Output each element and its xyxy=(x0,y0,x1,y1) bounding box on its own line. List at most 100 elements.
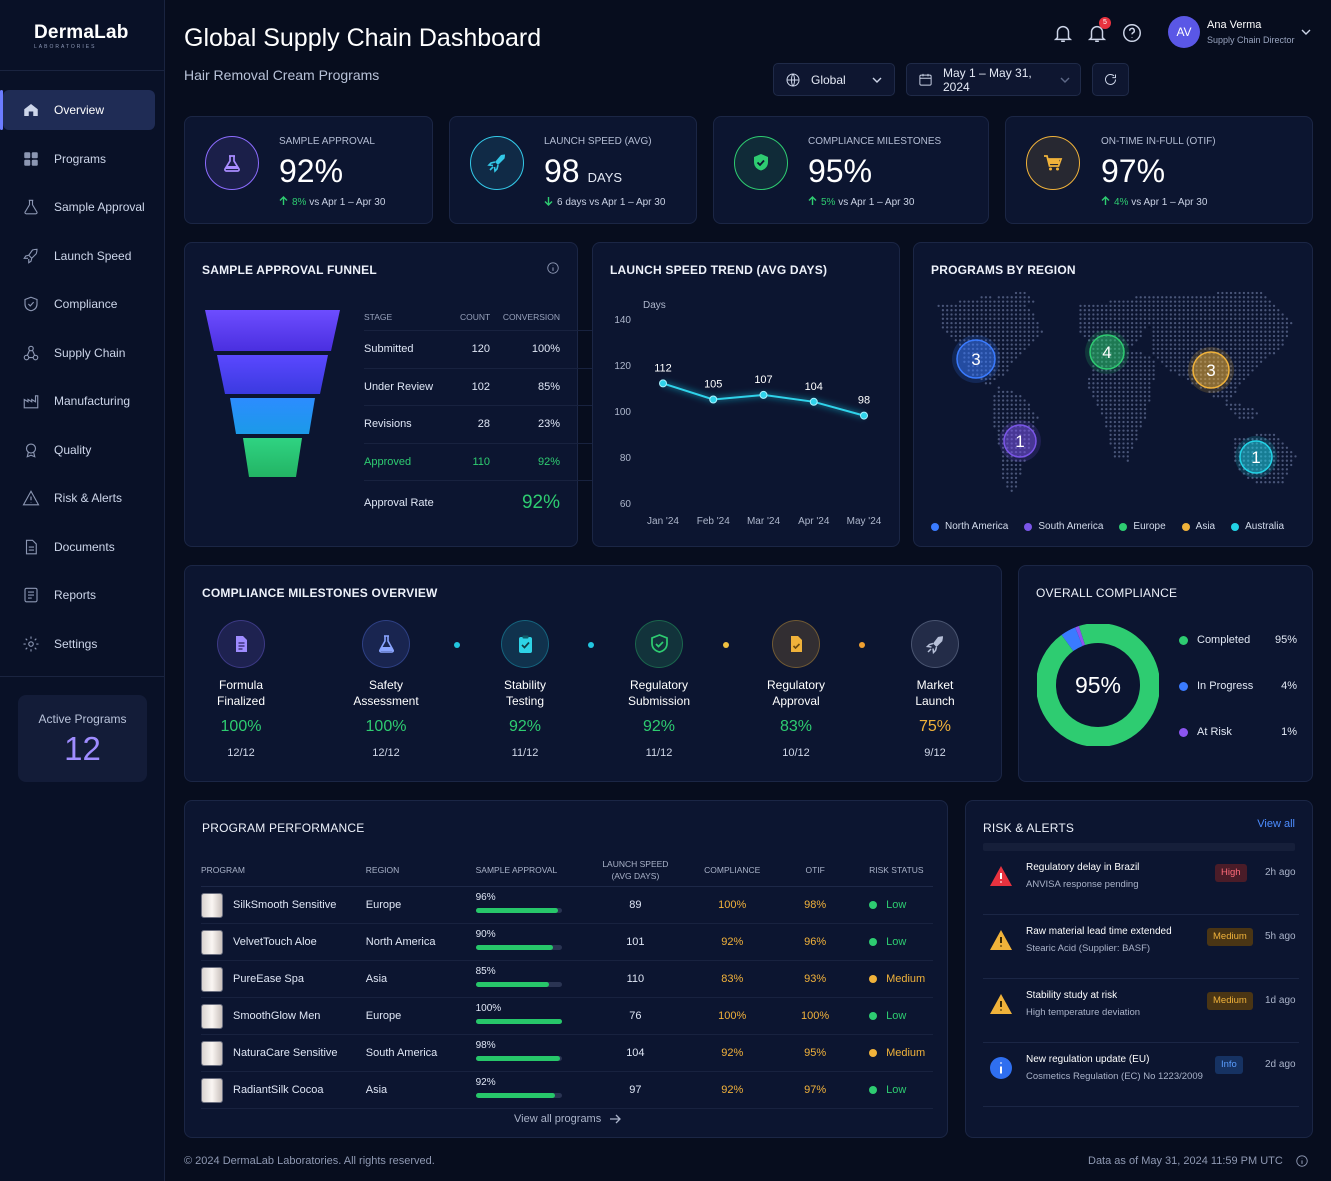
map-dot xyxy=(993,416,996,419)
map-dot xyxy=(1014,463,1018,467)
info-icon[interactable] xyxy=(546,261,560,275)
map-dot xyxy=(1113,347,1117,351)
milestone-icon-ring xyxy=(362,620,410,668)
map-dot xyxy=(1001,463,1005,467)
map-dot xyxy=(1234,309,1237,312)
alert-item[interactable]: Regulatory delay in Brazil ANVISA respons… xyxy=(983,851,1299,915)
sidebar-item-manufacturing[interactable]: Manufacturing xyxy=(0,381,165,421)
alert-item[interactable]: New regulation update (EU) Cosmetics Regu… xyxy=(983,1043,1299,1107)
view-all-programs-link[interactable]: View all programs xyxy=(514,1113,622,1125)
map-dot xyxy=(1281,459,1284,462)
bell-icon[interactable] xyxy=(1052,22,1074,44)
info-icon[interactable] xyxy=(1295,1154,1309,1168)
map-dot xyxy=(967,300,970,303)
sidebar-item-sample-approval[interactable]: Sample Approval xyxy=(0,187,165,227)
map-dot xyxy=(1272,472,1276,475)
table-row[interactable]: SmoothGlow Men Europe 100% 76 100% 100% Low xyxy=(201,998,933,1035)
arrow-up-icon xyxy=(1101,196,1110,205)
map-dot xyxy=(1255,455,1258,458)
sidebar-item-quality[interactable]: Quality xyxy=(0,430,165,470)
region-marker[interactable] xyxy=(1239,440,1273,474)
sidebar-item-label: Manufacturing xyxy=(54,394,131,408)
milestone-name: Market Launch xyxy=(880,677,990,709)
map-dot xyxy=(1277,343,1280,346)
map-dot xyxy=(1122,360,1125,363)
map-dot xyxy=(1130,386,1134,389)
sidebar-item-reports[interactable]: Reports xyxy=(0,575,165,615)
map-dot xyxy=(1251,360,1254,363)
map-dot xyxy=(997,420,1000,424)
alert-item[interactable]: Raw material lead time extended Stearic A… xyxy=(983,915,1299,979)
help-icon[interactable] xyxy=(1121,22,1143,44)
map-dot xyxy=(1251,317,1254,320)
chevron-down-icon[interactable] xyxy=(1301,27,1311,37)
map-dot xyxy=(1083,309,1086,312)
program-name: NaturaCare Sensitive xyxy=(233,1047,338,1059)
map-dot xyxy=(1122,313,1125,316)
map-dot xyxy=(1247,373,1250,376)
map-dot xyxy=(1109,313,1112,316)
region-select[interactable]: Global xyxy=(773,63,895,96)
sidebar-item-risk-alerts[interactable]: Risk & Alerts xyxy=(0,478,165,518)
severity-badge: Medium xyxy=(1207,992,1253,1010)
map-dot xyxy=(1135,390,1138,394)
date-range-select[interactable]: May 1 – May 31, 2024 xyxy=(906,63,1081,96)
map-dot xyxy=(1083,326,1086,329)
map-dot xyxy=(1229,386,1233,389)
map-dot xyxy=(1096,390,1099,394)
map-dot xyxy=(1109,373,1112,376)
avatar[interactable]: AV xyxy=(1168,16,1200,48)
sidebar-item-launch-speed[interactable]: Launch Speed xyxy=(0,236,165,276)
table-row[interactable]: NaturaCare Sensitive South America 98% 104 9… xyxy=(201,1035,933,1072)
map-dot xyxy=(958,330,962,333)
funnel-conversion: 92% xyxy=(537,455,560,468)
kpi-delta-text: vs Apr 1 – Apr 30 xyxy=(589,197,666,208)
map-dot xyxy=(1006,420,1009,424)
map-dot xyxy=(1264,300,1267,303)
map-dot xyxy=(1225,356,1228,359)
risk-alerts-card: RISK & ALERTS View all Regulatory delay … xyxy=(965,800,1313,1138)
map-dot xyxy=(1023,343,1026,346)
view-all-alerts-link[interactable]: View all xyxy=(1257,818,1295,830)
map-dot xyxy=(1173,360,1177,363)
sidebar-item-documents[interactable]: Documents xyxy=(0,527,165,567)
region-marker[interactable] xyxy=(956,339,996,379)
map-dot xyxy=(1100,373,1104,376)
legend-label: Asia xyxy=(1195,521,1216,532)
sidebar-item-settings[interactable]: Settings xyxy=(0,624,165,664)
refresh-button[interactable] xyxy=(1092,63,1129,96)
map-dot xyxy=(1208,326,1211,329)
region-marker[interactable] xyxy=(1192,351,1230,389)
map-dot xyxy=(1118,373,1121,376)
program-name: RadiantSilk Cocoa xyxy=(233,1084,324,1096)
alert-item[interactable]: Stability study at risk High temperature … xyxy=(983,979,1299,1043)
map-dot xyxy=(963,304,966,308)
map-dot xyxy=(1178,356,1181,359)
card-title: PROGRAM PERFORMANCE xyxy=(202,821,365,835)
map-dot xyxy=(1105,321,1108,325)
region-marker[interactable] xyxy=(1003,424,1037,458)
map-dot xyxy=(1272,442,1276,445)
alert-subtitle: Stearic Acid (Supplier: BASF) xyxy=(1026,943,1151,954)
sidebar-item-supply-chain[interactable]: Supply Chain xyxy=(0,333,165,373)
region-marker[interactable] xyxy=(1089,334,1125,370)
map-dot xyxy=(1191,313,1194,316)
kpi-delta: 8% vs Apr 1 – Apr 30 xyxy=(279,196,385,208)
milestone-name-line2: Approval xyxy=(772,694,820,708)
table-row[interactable]: RadiantSilk Cocoa Asia 92% 97 92% 97% Low xyxy=(201,1072,933,1109)
map-dot xyxy=(1032,330,1035,333)
sidebar-item-compliance[interactable]: Compliance xyxy=(0,284,165,324)
sidebar-item-programs[interactable]: Programs xyxy=(0,139,165,179)
map-dot xyxy=(1255,446,1258,449)
map-dot xyxy=(1234,407,1237,411)
sidebar-item-overview[interactable]: Overview xyxy=(0,90,155,130)
product-thumbnail xyxy=(201,966,223,992)
table-row[interactable]: VelvetTouch Aloe North America 90% 101 92% 96… xyxy=(201,924,933,961)
map-dot xyxy=(1285,468,1289,471)
table-row[interactable]: SilkSmooth Sensitive Europe 96% 89 100% 98% Lo… xyxy=(201,887,933,924)
table-row[interactable]: PureEase Spa Asia 85% 110 83% 93% Medium xyxy=(201,961,933,998)
data-point xyxy=(860,411,868,420)
notifications-icon[interactable] xyxy=(1086,22,1108,44)
map-dot xyxy=(1092,347,1095,351)
kpi-card-1: SAMPLE APPROVAL 92% 8% vs Apr 1 – Apr 30 xyxy=(184,116,433,224)
